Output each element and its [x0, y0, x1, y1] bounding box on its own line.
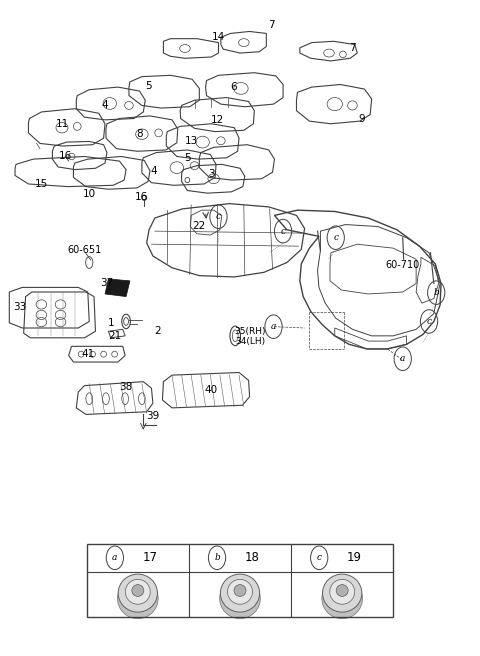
Text: 41: 41 [81, 349, 95, 359]
Text: 6: 6 [230, 82, 237, 92]
Text: 33: 33 [13, 302, 26, 312]
Text: 11: 11 [55, 119, 69, 129]
Text: 17: 17 [142, 551, 157, 564]
Text: 10: 10 [83, 189, 96, 199]
Text: 5: 5 [184, 153, 191, 163]
Ellipse shape [125, 579, 150, 604]
Ellipse shape [234, 584, 246, 596]
Text: 15: 15 [35, 179, 48, 189]
Ellipse shape [336, 584, 348, 596]
Text: a: a [271, 322, 276, 331]
Text: 39: 39 [146, 411, 159, 421]
Text: 2: 2 [155, 325, 161, 336]
Text: 4: 4 [151, 166, 157, 176]
Text: 40: 40 [205, 385, 218, 395]
Text: 38: 38 [120, 382, 132, 392]
Text: 22: 22 [192, 221, 206, 231]
Polygon shape [105, 279, 130, 297]
Text: 60-710: 60-710 [385, 260, 420, 270]
Text: 5: 5 [145, 81, 151, 91]
Text: 14: 14 [212, 31, 225, 42]
Text: c: c [216, 213, 221, 221]
Text: 60-651: 60-651 [67, 245, 102, 255]
Text: b: b [433, 288, 439, 297]
Text: 9: 9 [359, 113, 365, 123]
Text: 7: 7 [349, 43, 356, 53]
Text: 18: 18 [244, 551, 259, 564]
Ellipse shape [220, 578, 260, 619]
Ellipse shape [330, 579, 355, 604]
Bar [87, 544, 393, 617]
Text: 19: 19 [347, 551, 361, 564]
Text: a: a [400, 354, 406, 363]
Text: 4: 4 [102, 100, 108, 110]
Ellipse shape [228, 579, 252, 604]
Ellipse shape [322, 578, 362, 619]
Text: 35(RH): 35(RH) [235, 327, 266, 336]
Ellipse shape [220, 574, 260, 612]
Text: c: c [333, 233, 338, 242]
Text: 13: 13 [184, 136, 198, 146]
Text: a: a [112, 553, 118, 562]
Text: b: b [214, 553, 220, 562]
Text: 3: 3 [208, 169, 215, 179]
Ellipse shape [323, 574, 362, 612]
Text: 16: 16 [135, 192, 148, 202]
Text: 21: 21 [108, 331, 121, 341]
Text: 8: 8 [136, 129, 143, 139]
Text: 37: 37 [100, 279, 114, 289]
Text: 7: 7 [268, 20, 275, 30]
Text: 34(LH): 34(LH) [236, 337, 265, 346]
Ellipse shape [132, 584, 144, 596]
Text: 12: 12 [210, 115, 224, 125]
Ellipse shape [118, 578, 158, 619]
Text: 1: 1 [108, 318, 114, 328]
Text: c: c [317, 553, 322, 562]
Text: 16: 16 [59, 152, 72, 161]
Text: c: c [427, 317, 432, 326]
Text: c: c [281, 226, 286, 236]
Ellipse shape [118, 574, 157, 612]
